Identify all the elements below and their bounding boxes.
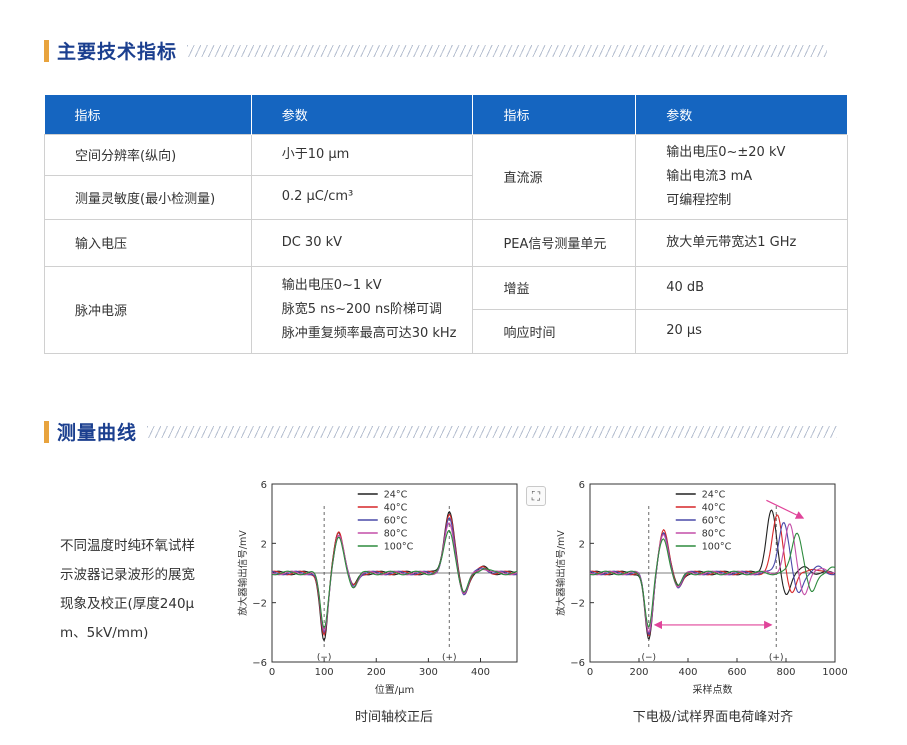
x-tick-label: 800 (776, 667, 795, 678)
section-hatch-divider (187, 44, 828, 57)
shift-arrow (766, 499, 805, 519)
specs-table: 指标 参数 指标 参数 空间分辨率(纵向) 小于10 μm 直流源 输出电压0~… (44, 95, 848, 354)
x-tick-label: 300 (419, 667, 438, 678)
y-tick-label: 2 (579, 539, 585, 550)
table-row: 脉冲电源 输出电压0~1 kV 脉宽5 ns~200 ns阶梯可调 脉冲重复频率… (44, 265, 848, 354)
spec-label: 增益 (472, 265, 637, 310)
series-line (589, 514, 836, 637)
y-tick-label: 6 (579, 480, 585, 491)
spec-label: 响应时间 (472, 308, 637, 354)
x-tick-label: 0 (269, 667, 275, 678)
spec-label: 直流源 (472, 133, 637, 220)
spec-value: 输出电压0~±20 kV 输出电流3 mA 可编程控制 (635, 133, 848, 220)
spec-value: 0.2 μC/cm³ (250, 174, 474, 220)
chart-interface-peak-aligned: −6 −2 2 6 0 200 400 600 800 1000 (−) (+) 24°C 40°C 60°… (555, 480, 848, 696)
x-tick-label: 200 (367, 667, 386, 678)
y-axis-label: 放大器输出信号/mV (555, 530, 567, 616)
legend-label: 40°C (384, 503, 408, 514)
legend-label: 24°C (702, 490, 726, 501)
x-axis-label: 位置/μm (375, 683, 414, 696)
section-accent-bar (44, 39, 49, 62)
spec-value: 小于10 μm (250, 133, 474, 176)
section-title: 主要技术指标 (57, 41, 178, 63)
series-line (271, 529, 518, 629)
legend-label: 100°C (702, 542, 732, 553)
fullscreen-icon[interactable]: ⛶ (526, 486, 546, 506)
marker-label: (−) (317, 653, 332, 663)
description-line: m、5kV/mm) (60, 625, 149, 641)
marker-label: (+) (769, 653, 784, 663)
series-line (271, 522, 518, 632)
x-tick-label: 400 (678, 667, 697, 678)
spec-value: 40 dB (635, 265, 848, 310)
legend-label: 24°C (384, 490, 408, 501)
spec-label: 输入电压 (44, 218, 252, 267)
description-line: 现象及校正(厚度240μ (60, 596, 195, 612)
chart-caption: 下电极/试样界面电荷峰对齐 (632, 710, 794, 725)
y-axis-label: 放大器输出信号/mV (237, 530, 249, 616)
y-tick-label: −6 (252, 658, 267, 669)
series-line (589, 523, 836, 633)
x-tick-label: 200 (629, 667, 648, 678)
spec-value: 输出电压0~1 kV 脉宽5 ns~200 ns阶梯可调 脉冲重复频率最高可达3… (250, 265, 474, 354)
table-row: 输入电压 DC 30 kV PEA信号测量单元 放大单元带宽达1 GHz (44, 218, 848, 267)
x-tick-label: 400 (471, 667, 490, 678)
legend-label: 80°C (384, 529, 408, 540)
table-row: 空间分辨率(纵向) 小于10 μm 直流源 输出电压0~±20 kV 输出电流3… (44, 133, 848, 220)
description-line: 不同温度时纯环氧试样 (60, 538, 195, 554)
section-hatch-divider (147, 425, 838, 438)
series-line (589, 532, 836, 628)
spec-label: PEA信号测量单元 (472, 218, 637, 267)
spec-value: DC 30 kV (250, 218, 474, 267)
y-tick-label: −2 (570, 599, 585, 610)
spec-value: 放大单元带宽达1 GHz (635, 218, 848, 267)
legend-label: 60°C (702, 516, 726, 527)
section-title: 测量曲线 (57, 422, 138, 444)
section-accent-bar (44, 420, 49, 443)
table-header-row: 指标 参数 指标 参数 (44, 95, 848, 134)
marker-label: (+) (442, 653, 457, 663)
spec-value: 20 μs (635, 308, 848, 354)
header-cell: 参数 (251, 95, 474, 134)
chart-caption: 时间轴校正后 (354, 710, 433, 725)
x-tick-label: 1000 (822, 667, 847, 678)
spec-label: 测量灵敏度(最小检测量) (44, 174, 252, 220)
section-header-curves: 测量曲线 (44, 418, 838, 445)
y-tick-label: 6 (261, 480, 267, 491)
header-cell: 参数 (635, 95, 848, 134)
table-row: 响应时间 20 μs (45, 308, 848, 354)
header-cell: 指标 (472, 95, 637, 134)
legend-label: 60°C (384, 516, 408, 527)
table-row: 测量灵敏度(最小检测量) 0.2 μC/cm³ (44, 174, 848, 220)
x-tick-label: 600 (727, 667, 746, 678)
x-tick-label: 0 (587, 667, 593, 678)
legend-label: 80°C (702, 529, 726, 540)
legend-label: 100°C (384, 542, 414, 553)
marker-label: (−) (642, 653, 657, 663)
y-tick-label: −2 (252, 599, 267, 610)
spec-label: 空间分辨率(纵向) (44, 133, 252, 176)
x-tick-label: 100 (315, 667, 334, 678)
legend-label: 40°C (702, 503, 726, 514)
x-axis-label: 采样点数 (693, 683, 733, 696)
header-cell: 指标 (44, 95, 252, 134)
chart-time-axis-corrected: −6 −2 2 6 0 100 200 300 400 (−) (+) 24°C 40°C 60°C 80°… (237, 480, 518, 696)
description-line: 示波器记录波形的展宽 (60, 567, 195, 583)
y-tick-label: 2 (261, 539, 267, 550)
spec-label: 脉冲电源 (44, 265, 252, 354)
section-header-specs: 主要技术指标 (44, 37, 828, 64)
y-tick-label: −6 (570, 658, 585, 669)
curve-description: 不同温度时纯环氧试样 示波器记录波形的展宽 现象及校正(厚度240μ m、5kV… (60, 532, 210, 648)
